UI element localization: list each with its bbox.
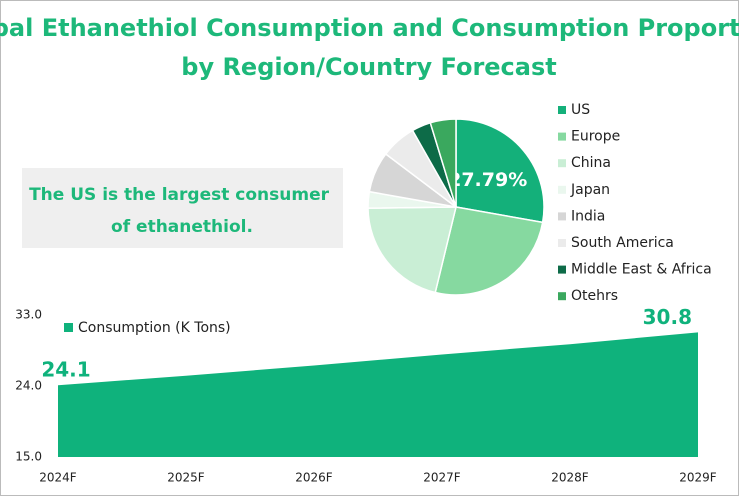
legend-swatch: [558, 239, 566, 247]
text-line: by Region/Country Forecast: [181, 53, 556, 81]
legend-label: Middle East & Africa: [571, 262, 712, 278]
y-tick-label: 24.0: [15, 379, 42, 393]
pie-slice: [367, 206, 457, 294]
pie-slice: [455, 118, 545, 224]
legend-label: Europe: [571, 129, 620, 145]
legend-label: US: [571, 102, 590, 118]
text-line: The US is the largest consumer: [29, 185, 335, 205]
legend-swatch: [558, 265, 566, 274]
pie-slice: [429, 118, 457, 208]
legend-label: Otehrs: [571, 288, 618, 304]
callout-box: [22, 168, 343, 248]
x-tick-label: 2024F: [39, 471, 77, 485]
callout: The US is the largest consumer of ethane…: [29, 185, 335, 237]
legend-swatch: [558, 212, 566, 221]
legend-label: South America: [571, 235, 674, 251]
legend-swatch: [558, 185, 566, 194]
x-tick-label: 2027F: [423, 471, 461, 485]
legend-label: Japan: [570, 182, 610, 198]
legend-swatch: [558, 159, 566, 168]
legend-label: China: [571, 155, 611, 171]
legend-label: Consumption (K Tons): [78, 320, 231, 336]
area: [58, 332, 698, 457]
legend-swatch: [558, 292, 566, 301]
legend-swatch: [558, 106, 566, 114]
legend-swatch: [64, 323, 73, 332]
x-tick-label: 2028F: [551, 471, 589, 485]
data-label: 27.79%: [448, 169, 527, 191]
data-label: 24.1: [41, 358, 90, 382]
pie-slice: [434, 206, 544, 296]
data-label: 30.8: [643, 305, 692, 329]
legend-swatch: [558, 132, 566, 141]
text-line: Global Ethanethiol Consumption and Consu…: [0, 14, 739, 42]
text-line: of ethanethiol.: [111, 217, 253, 237]
x-tick-label: 2025F: [167, 471, 205, 485]
legend-label: India: [571, 208, 605, 224]
x-tick-label: 2026F: [295, 471, 333, 485]
title: Global Ethanethiol Consumption and Consu…: [0, 14, 739, 81]
y-tick-label: 15.0: [15, 450, 42, 464]
y-tick-label: 33.0: [15, 308, 42, 322]
x-tick-label: 2029F: [679, 471, 717, 485]
